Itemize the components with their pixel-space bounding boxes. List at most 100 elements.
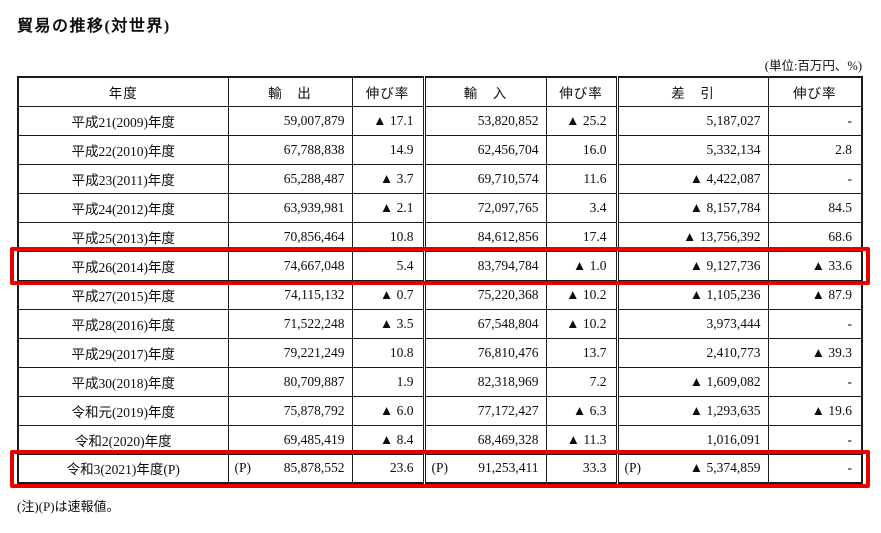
balance-value: ▲ 9,127,736 [689,257,761,273]
import-rate-cell: 17.4 [545,221,618,252]
export-value: 74,667,048 [283,257,345,273]
import-rate-cell: ▲ 10.2 [545,308,618,339]
balance-value: ▲ 1,293,635 [689,402,761,418]
balance-cell: (P) ▲ 5,374,859 [615,453,769,484]
table-row: 平成26(2014)年度 74,667,048 5.4 83,794,784 ▲… [17,250,863,281]
export-rate-cell: ▲ 2.1 [351,192,425,223]
table-row: 平成25(2013)年度 70,856,464 10.8 84,612,856 … [17,221,863,252]
import-value: 77,172,427 [477,402,539,418]
balance-value: ▲ 8,157,784 [689,199,761,215]
export-rate-cell: ▲ 8.4 [351,424,425,455]
balance-cell: ▲ 13,756,392 [615,221,769,252]
export-value: 65,288,487 [283,170,345,186]
table-row: 令和3(2021)年度(P) (P) 85,878,552 23.6 (P) 91,… [17,453,863,484]
table-row: 平成27(2015)年度 74,115,132 ▲ 0.7 75,220,368… [17,279,863,310]
import-value: 76,810,476 [477,344,539,360]
import-cell: 82,318,969 [422,366,547,397]
balance-value: ▲ 1,105,236 [689,286,761,302]
import-rate-cell: 3.4 [545,192,618,223]
col-header-export: 輸 出 [227,76,353,107]
table-wrap: 年度 輸 出 伸び率 輸 入 伸び率 差 引 伸び率 平成21(2009)年度 … [10,76,870,488]
export-rate-cell: 14.9 [351,134,425,165]
balance-rate-cell: - [767,424,863,455]
balance-value: 3,973,444 [706,315,761,331]
year-cell: 平成21(2009)年度 [17,105,229,136]
import-cell: 67,548,804 [422,308,547,339]
table-row: 平成21(2009)年度 59,007,879 ▲ 17.1 53,820,85… [17,105,863,136]
import-value: 69,710,574 [477,170,539,186]
balance-cell: ▲ 8,157,784 [615,192,769,223]
balance-cell: 3,973,444 [615,308,769,339]
year-cell: 平成30(2018)年度 [17,366,229,397]
export-rate-cell: ▲ 6.0 [351,395,425,426]
year-cell: 平成22(2010)年度 [17,134,229,165]
import-value: 68,469,328 [477,431,539,447]
balance-rate-cell: - [767,308,863,339]
export-cell: 59,007,879 [227,105,353,136]
table-row: 平成23(2011)年度 65,288,487 ▲ 3.7 69,710,574… [17,163,863,194]
balance-value: 5,187,027 [706,112,761,128]
export-value: 63,939,981 [283,199,345,215]
balance-rate-cell: - [767,366,863,397]
year-cell: 平成29(2017)年度 [17,337,229,368]
balance-cell: 1,016,091 [615,424,769,455]
import-value: 82,318,969 [477,373,539,389]
table-row: 令和2(2020)年度 69,485,419 ▲ 8.4 68,469,328 … [17,424,863,455]
export-cell: 75,878,792 [227,395,353,426]
export-value: 71,522,248 [283,315,345,331]
year-cell: 平成24(2012)年度 [17,192,229,223]
export-cell: 80,709,887 [227,366,353,397]
balance-rate-cell: - [767,453,863,484]
balance-value: ▲ 4,422,087 [689,170,761,186]
export-cell: (P) 85,878,552 [227,453,353,484]
header-row: 年度 輸 出 伸び率 輸 入 伸び率 差 引 伸び率 [17,76,863,107]
import-value: 91,253,411 [478,460,539,476]
export-value: 85,878,552 [283,460,345,476]
import-value: 84,612,856 [477,228,539,244]
import-value: 67,548,804 [477,315,539,331]
export-cell: 69,485,419 [227,424,353,455]
import-cell: 72,097,765 [422,192,547,223]
import-rate-cell: ▲ 11.3 [545,424,618,455]
balance-rate-cell: - [767,105,863,136]
balance-rate-cell: 2.8 [767,134,863,165]
balance-rate-cell: ▲ 19.6 [767,395,863,426]
balance-cell: ▲ 4,422,087 [615,163,769,194]
import-cell: (P) 91,253,411 [422,453,547,484]
export-cell: 79,221,249 [227,337,353,368]
year-cell: 平成23(2011)年度 [17,163,229,194]
page-title: 貿易の推移(対世界) [17,18,171,35]
balance-rate-cell: ▲ 39.3 [767,337,863,368]
import-rate-cell: 7.2 [545,366,618,397]
balance-value: ▲ 5,374,859 [689,460,761,476]
import-rate-cell: ▲ 6.3 [545,395,618,426]
table-row: 令和元(2019)年度 75,878,792 ▲ 6.0 77,172,427 … [17,395,863,426]
balance-rate-cell: ▲ 33.6 [767,250,863,281]
col-header-import: 輸 入 [422,76,547,107]
balance-cell: ▲ 1,609,082 [615,366,769,397]
import-rate-cell: 16.0 [545,134,618,165]
export-rate-cell: 1.9 [351,366,425,397]
balance-value: ▲ 1,609,082 [689,373,761,389]
import-cell: 53,820,852 [422,105,547,136]
balance-cell: ▲ 1,293,635 [615,395,769,426]
year-cell: 令和3(2021)年度(P) [17,453,229,484]
year-cell: 令和2(2020)年度 [17,424,229,455]
balance-value: 5,332,134 [706,141,761,157]
table-row: 平成22(2010)年度 67,788,838 14.9 62,456,704 … [17,134,863,165]
balance-value: 1,016,091 [706,431,761,447]
export-value: 67,788,838 [283,141,345,157]
balance-cell: ▲ 1,105,236 [615,279,769,310]
footnote: (注)(P)は速報値。 [17,499,120,514]
import-value: 75,220,368 [477,286,539,302]
import-value: 62,456,704 [477,141,539,157]
export-rate-cell: 23.6 [351,453,425,484]
import-cell: 69,710,574 [422,163,547,194]
balance-rate-cell: ▲ 87.9 [767,279,863,310]
col-header-export-rate: 伸び率 [351,76,425,107]
col-header-balance-rate: 伸び率 [767,76,863,107]
export-cell: 71,522,248 [227,308,353,339]
export-value: 75,878,792 [283,402,345,418]
balance-cell: 5,332,134 [615,134,769,165]
export-cell: 70,856,464 [227,221,353,252]
